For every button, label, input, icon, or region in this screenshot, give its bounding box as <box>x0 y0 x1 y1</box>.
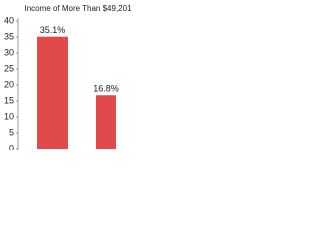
value-label: 35.1% <box>40 25 66 35</box>
chart-title: Income of More Than $49,201 <box>24 4 132 13</box>
bar <box>37 36 68 149</box>
y-tick-label: 35 <box>4 31 14 41</box>
bar <box>96 95 116 149</box>
y-tick-label: 20 <box>4 79 14 89</box>
y-tick-label: 30 <box>4 47 14 57</box>
y-tick-label: 15 <box>4 95 14 105</box>
y-tick-label: 0 <box>9 143 14 150</box>
chart: Income of More Than $49,201 0 5 10 15 20 25 30… <box>4 4 132 150</box>
page: {"chart_data": {"type": "bar", "title": … <box>3 4 133 150</box>
y-tick-label: 10 <box>4 111 14 121</box>
y-tick-label: 25 <box>4 63 14 73</box>
y-tick-label: 40 <box>4 15 14 25</box>
y-tick-label: 5 <box>9 127 14 137</box>
value-label: 16.8% <box>93 84 119 94</box>
